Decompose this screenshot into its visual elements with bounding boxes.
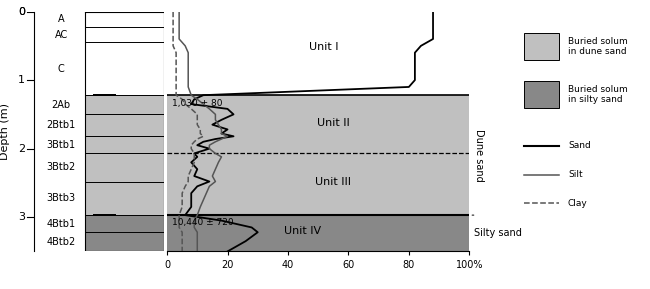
Text: Buried solum
in dune sand: Buried solum in dune sand	[568, 37, 628, 56]
Text: Dune sand: Dune sand	[474, 129, 484, 181]
Bar	[85, 215, 164, 251]
Text: 3: 3	[18, 212, 25, 222]
Text: Silty sand: Silty sand	[474, 228, 522, 238]
Text: 2Btb1: 2Btb1	[47, 120, 76, 130]
Text: Unit III: Unit III	[315, 177, 351, 186]
Text: Unit IV: Unit IV	[285, 226, 322, 236]
Text: Sand: Sand	[568, 141, 591, 150]
Text: 1,030 ± 80: 1,030 ± 80	[172, 99, 222, 108]
Bar	[93, 94, 116, 96]
Bar	[93, 214, 116, 216]
Text: Buried solum
in silty sand: Buried solum in silty sand	[568, 85, 628, 104]
Text: Silt: Silt	[568, 170, 582, 179]
Text: 1: 1	[18, 75, 25, 85]
Text: 2Ab: 2Ab	[51, 100, 71, 110]
Text: AC: AC	[55, 29, 68, 40]
Text: 4Btb2: 4Btb2	[47, 237, 76, 247]
Text: 3Btb3: 3Btb3	[47, 193, 75, 203]
Text: A: A	[58, 14, 64, 24]
Text: Unit I: Unit I	[309, 42, 339, 52]
Bar	[525, 81, 558, 108]
Text: 3Btb1: 3Btb1	[47, 140, 75, 150]
Bar	[85, 12, 164, 95]
Bar	[167, 12, 469, 95]
Text: 10,440 ± 720: 10,440 ± 720	[172, 218, 233, 227]
Text: 4Btb1: 4Btb1	[47, 219, 75, 229]
Bar	[525, 33, 558, 60]
Text: 2: 2	[18, 144, 25, 154]
Text: C: C	[58, 64, 64, 74]
Bar	[167, 215, 469, 251]
Text: Depth (m): Depth (m)	[0, 103, 10, 160]
Text: 3Btb2: 3Btb2	[47, 162, 76, 173]
Text: 0: 0	[18, 7, 25, 16]
Text: 0: 0	[18, 7, 25, 16]
Bar	[167, 95, 469, 215]
Text: Clay: Clay	[568, 199, 588, 208]
Bar	[85, 95, 164, 215]
Text: Unit II: Unit II	[317, 118, 350, 127]
